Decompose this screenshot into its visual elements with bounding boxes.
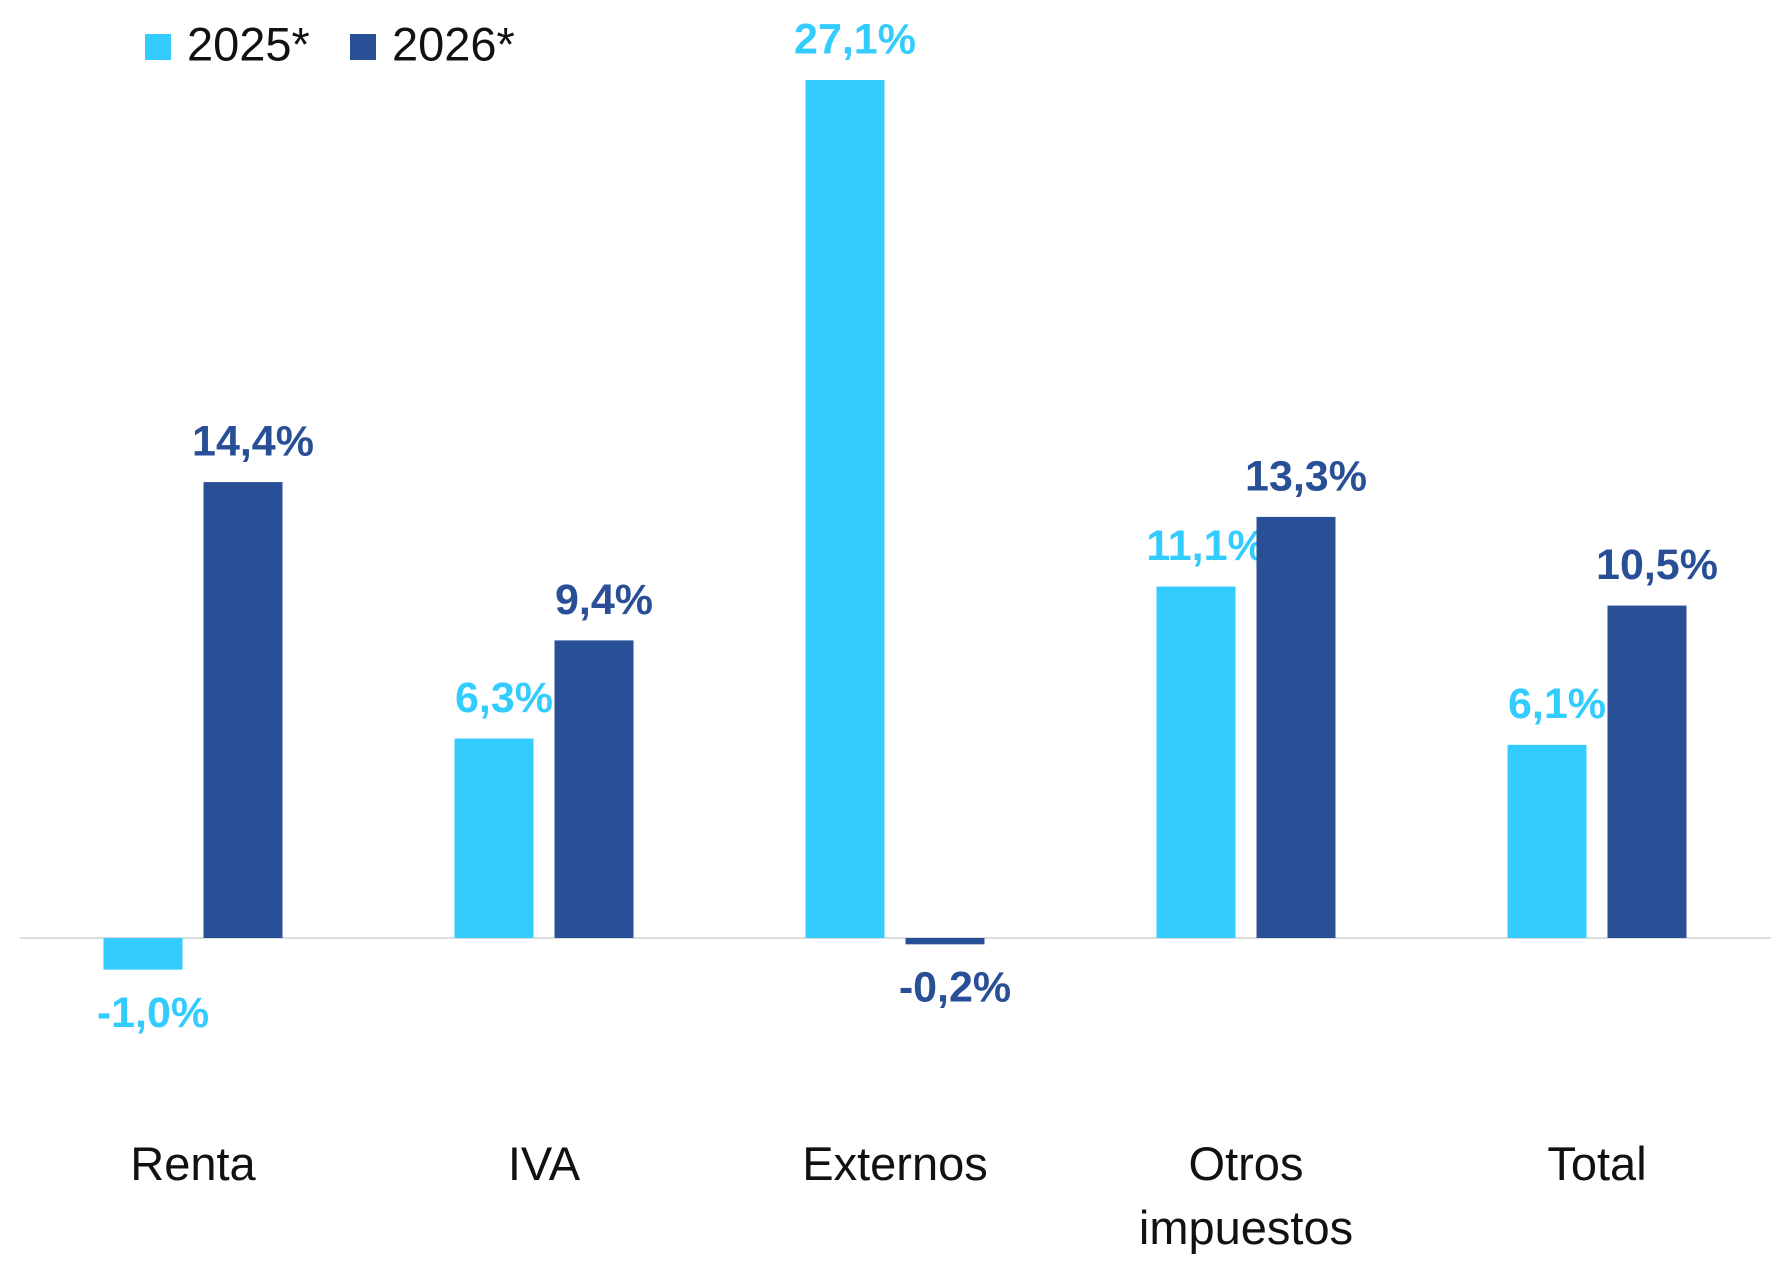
bar <box>1156 586 1236 938</box>
x-tick-label: Renta <box>130 1137 256 1190</box>
bar <box>203 482 283 938</box>
x-tick-label: Externos <box>802 1137 988 1190</box>
legend-label: 2026* <box>392 17 515 70</box>
bar <box>1607 605 1687 938</box>
x-tick-label: IVA <box>507 1137 581 1190</box>
value-label: 11,1% <box>1146 522 1266 570</box>
bar <box>1256 516 1336 938</box>
bar <box>554 640 634 938</box>
value-label: 10,5% <box>1596 541 1718 589</box>
value-label: 6,3% <box>455 674 553 722</box>
value-label: -0,2% <box>899 964 1011 1012</box>
bar <box>805 80 885 938</box>
bar <box>905 938 985 945</box>
value-label: 9,4% <box>555 576 653 624</box>
bar <box>454 738 534 938</box>
x-tick-label: Total <box>1547 1137 1647 1190</box>
x-tick-label: Otros impuestos <box>1138 1137 1354 1254</box>
bar <box>103 938 183 970</box>
legend-label: 2025* <box>187 17 310 70</box>
value-label: 6,1% <box>1508 680 1606 728</box>
value-label: 13,3% <box>1245 452 1367 500</box>
legend-swatch <box>145 34 171 60</box>
legend-swatch <box>350 34 376 60</box>
value-label: 27,1% <box>794 15 916 63</box>
bar <box>1507 744 1587 938</box>
value-label: -1,0% <box>97 989 209 1037</box>
value-label: 14,4% <box>192 417 314 465</box>
